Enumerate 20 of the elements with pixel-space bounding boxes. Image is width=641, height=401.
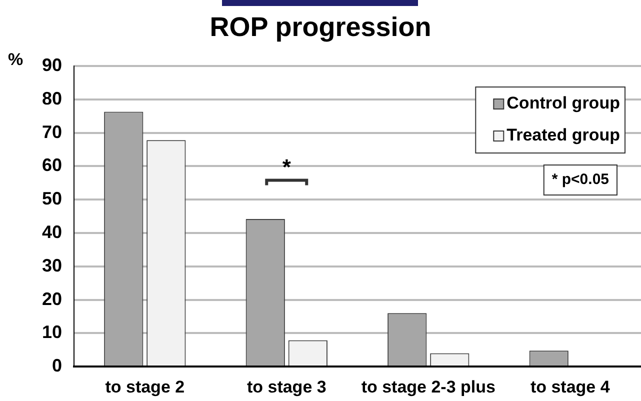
y-tick-label: 20 (42, 288, 62, 309)
chart-title: ROP progression (208, 12, 432, 43)
y-tick-label: 90 (42, 54, 62, 75)
x-tick-label: to stage 4 (530, 377, 610, 396)
annotation: * (282, 154, 292, 180)
y-tick-label: 0 (52, 356, 62, 376)
x-tick-label: to stage 3 (246, 377, 326, 396)
y-tick-label: 50 (42, 188, 62, 209)
y-tick-label: 10 (42, 322, 62, 342)
legend-label: Control group (506, 94, 620, 113)
x-tick-label: to stage 2-3 plus (361, 377, 496, 396)
legend-label: Treated group (506, 126, 620, 145)
y-tick-label: 60 (42, 155, 62, 176)
x-tick-label: to stage 2 (105, 377, 185, 396)
y-tick-label: 80 (42, 88, 62, 108)
y-tick-label: 40 (42, 222, 62, 242)
annotation: * p<0.05 (552, 171, 610, 188)
y-tick-label: 30 (42, 255, 62, 276)
y-axis-title: % (8, 50, 24, 70)
y-tick-label: 70 (42, 122, 62, 142)
